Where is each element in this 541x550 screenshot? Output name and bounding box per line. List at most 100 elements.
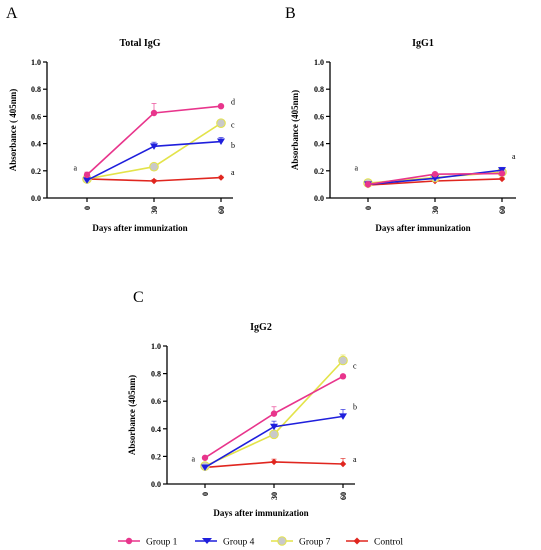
panel-letter-c: C (133, 289, 144, 306)
y-tick-label: 0.8 (314, 85, 324, 94)
x-tick-label: 30 (431, 206, 440, 214)
data-point (431, 171, 439, 178)
x-tick-label: 60 (498, 206, 507, 214)
legend: Group 1 Group 4 Group 7 Control (118, 536, 403, 548)
y-tick-label: 0.6 (151, 397, 161, 406)
chart-total-igg: Total IgG 0.0 0.2 0.4 0.6 0.8 1.0 0 30 60 Days aft… (8, 38, 235, 233)
data-point (150, 177, 158, 185)
data-point (150, 143, 158, 150)
y-tick-label: 1.0 (314, 58, 324, 67)
y-tick-label: 0.0 (314, 194, 324, 203)
series-line (204, 375, 344, 459)
x-tick-label: 60 (217, 206, 226, 214)
legend-item-control: Control (346, 537, 403, 548)
y-axis-label: Absorbance (405nm) (127, 375, 137, 455)
data-point (270, 458, 278, 466)
circle-marker-icon (125, 537, 133, 545)
x-tick-label: 60 (339, 492, 348, 500)
chart-igg1: IgG1 0.0 0.2 0.4 0.6 0.8 1.0 0 30 60 Days after im… (290, 38, 516, 233)
legend-label-group-4: Group 4 (223, 538, 255, 548)
significance-label: d (231, 97, 235, 106)
x-tick-label: 0 (83, 206, 92, 210)
y-tick-label: 0.4 (31, 140, 41, 149)
y-tick-label: 1.0 (31, 58, 41, 67)
data-point (431, 175, 439, 182)
x-axis-label: Days after immunization (92, 223, 187, 233)
y-tick-label: 0.4 (314, 140, 324, 149)
data-point (338, 355, 348, 366)
y-tick-label: 0.8 (151, 370, 161, 379)
data-point (270, 423, 278, 431)
legend-item-group-4: Group 4 (195, 538, 255, 548)
panel-letter-b: B (285, 5, 296, 22)
legend-label-group-7: Group 7 (299, 538, 331, 548)
x-tick-label: 30 (150, 206, 159, 214)
legend-label-control: Control (374, 538, 403, 548)
significance-label: c (353, 361, 357, 370)
legend-item-group-1: Group 1 (118, 538, 178, 548)
x-tick-label: 0 (201, 492, 210, 496)
chart-igg2: IgG2 0.0 0.2 0.4 0.6 0.8 1.0 0 30 60 Days after im… (127, 322, 357, 518)
circle-marker-icon (277, 536, 287, 546)
significance-label: a (231, 168, 235, 177)
data-point (216, 118, 226, 128)
series-group-7 (82, 118, 226, 184)
x-axis-label: Days after immunization (213, 508, 308, 518)
series-group-1 (83, 103, 225, 179)
data-point (498, 175, 506, 183)
data-point (83, 171, 91, 179)
data-point (201, 464, 209, 471)
y-axis-label: Absorbance ( 405nm) (8, 89, 18, 172)
series-group-4 (83, 137, 225, 184)
series-group-1 (364, 170, 506, 188)
data-point (269, 429, 279, 440)
y-tick-label: 0.0 (151, 480, 161, 489)
y-tick-label: 0.6 (314, 112, 324, 121)
data-point (270, 410, 278, 417)
data-point (149, 161, 159, 172)
data-point (498, 170, 506, 177)
data-point (364, 181, 372, 188)
y-tick-label: 0.2 (151, 452, 161, 461)
chart-title: IgG2 (250, 322, 272, 333)
legend-label-group-1: Group 1 (146, 538, 178, 548)
data-point (83, 177, 91, 184)
series-control (201, 458, 347, 471)
y-tick-label: 0.6 (31, 112, 41, 121)
series-group-4 (201, 409, 347, 471)
data-point (217, 138, 225, 146)
data-point (217, 174, 225, 181)
panel-letter-a: A (6, 5, 18, 22)
significance-label: a (354, 163, 358, 172)
x-axis-label: Days after immunization (375, 223, 470, 233)
triangle-down-marker-icon (202, 538, 212, 544)
x-tick-label: 0 (364, 206, 373, 210)
significance-label: a (353, 455, 357, 464)
data-point (201, 454, 209, 461)
chart-title: IgG1 (412, 38, 434, 49)
legend-item-group-7: Group 7 (271, 536, 331, 548)
data-point (339, 413, 347, 420)
y-tick-label: 0.2 (31, 167, 41, 176)
data-point (339, 373, 347, 380)
data-point (217, 103, 225, 110)
y-tick-label: 0.0 (31, 194, 41, 203)
x-tick-label: 30 (270, 492, 279, 500)
significance-label: b (231, 141, 235, 150)
y-tick-label: 0.4 (151, 425, 161, 434)
series-group-1 (201, 373, 347, 461)
significance-label: b (353, 403, 357, 412)
significance-label: a (191, 454, 195, 463)
y-tick-label: 0.2 (314, 167, 324, 176)
data-point (150, 109, 158, 117)
data-point (339, 460, 347, 468)
y-axis-label: Absorbance (405nm) (290, 90, 300, 170)
significance-label: a (512, 152, 516, 161)
diamond-marker-icon (353, 537, 361, 545)
chart-title: Total IgG (119, 38, 160, 49)
significance-label: a (73, 163, 77, 172)
significance-label: c (231, 121, 235, 130)
y-tick-label: 0.8 (31, 85, 41, 94)
y-tick-label: 1.0 (151, 342, 161, 351)
